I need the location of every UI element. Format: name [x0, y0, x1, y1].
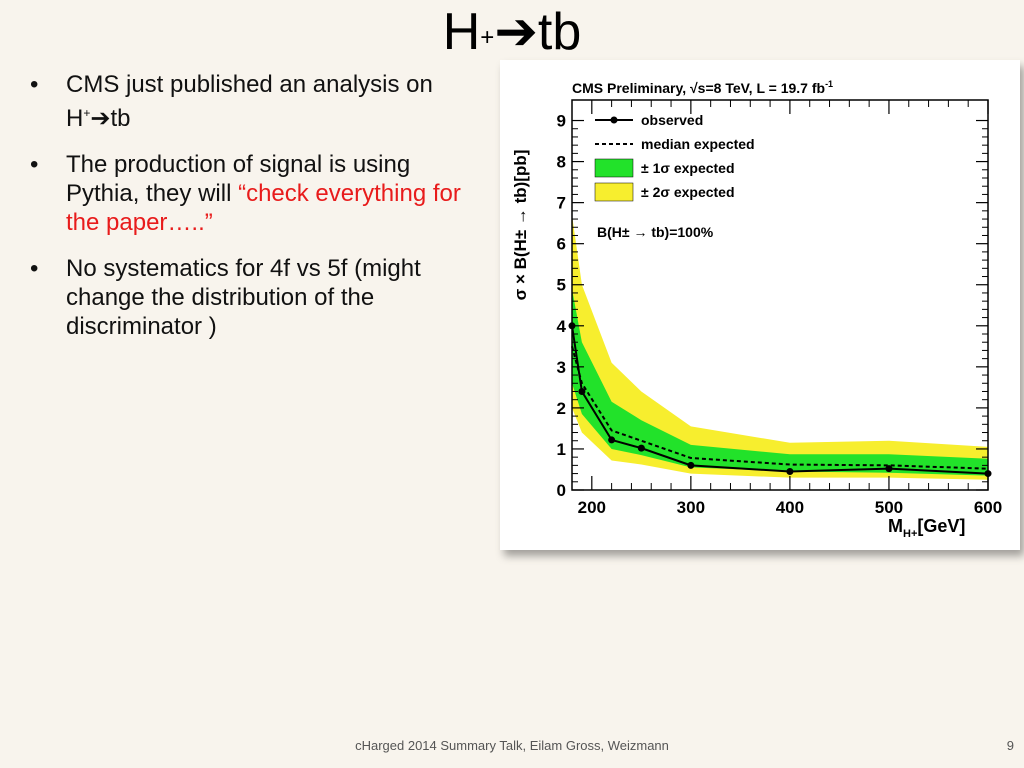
- arrow-icon: ➔: [90, 105, 111, 132]
- x-tick-label: 600: [974, 498, 1002, 517]
- arrow-icon: ➔: [494, 3, 538, 61]
- page-number: 9: [1006, 738, 1014, 753]
- x-tick-label: 500: [875, 498, 903, 517]
- x-tick-label: 200: [578, 498, 606, 517]
- y-tick-label: 3: [557, 358, 566, 377]
- bullet-item: • The production of signal is using Pythi…: [30, 151, 461, 236]
- legend-label: observed: [641, 112, 703, 128]
- highlight-quote: “check everything for the paper…..”: [66, 180, 461, 236]
- slide-title: H+➔tb: [442, 3, 582, 61]
- plot-frame: [571, 99, 989, 491]
- legend-label: ± 2σ expected: [641, 184, 735, 200]
- observed-point: [687, 461, 695, 469]
- observed-line: [571, 325, 989, 475]
- bullet-list: • CMS just published an analysis on H+➔tb…: [30, 70, 490, 358]
- x-axis-label: MH+[GeV]: [888, 516, 965, 540]
- legend-label: ± 1σ expected: [641, 160, 735, 176]
- y-tick-label: 7: [557, 194, 566, 213]
- y-tick-label: 9: [557, 112, 566, 131]
- y-axis-label: σ × B(H± → tb)[pb]: [511, 150, 530, 301]
- bullet-item: • No systematics for 4f vs 5f (might chan…: [30, 255, 421, 340]
- chart-frame: 0 1 2 3 4 5 6 7 8 9 200 300 400 500 600 observed median…: [500, 60, 1020, 550]
- expected-line: [571, 346, 989, 470]
- x-tick-label: 400: [776, 498, 804, 517]
- observed-point: [885, 465, 893, 473]
- y-tick-label: 0: [557, 481, 566, 500]
- y-tick-label: 2: [557, 399, 566, 418]
- bullet-marker: •: [30, 255, 39, 282]
- bullet-marker: •: [30, 71, 39, 98]
- chart-annotation: B(H± → tb)=100%: [597, 224, 714, 240]
- legend-band1-swatch: [594, 158, 634, 178]
- legend-observed-marker: [610, 116, 618, 124]
- y-tick-label: 8: [557, 153, 566, 172]
- band-1sigma: [572, 288, 988, 476]
- y-tick-label: 6: [557, 235, 566, 254]
- footer-text: cHarged 2014 Summary Talk, Eilam Gross, …: [355, 738, 669, 753]
- bullet-marker: •: [30, 151, 39, 178]
- chart-header: CMS Preliminary, √s=8 TeV, L = 19.7 fb-1: [572, 79, 833, 96]
- observed-point: [578, 387, 586, 395]
- band-2sigma: [572, 214, 988, 480]
- observed-point: [786, 468, 794, 476]
- legend-band2-swatch: [594, 182, 634, 202]
- observed-point: [608, 436, 616, 444]
- y-tick-label: 5: [557, 276, 566, 295]
- limit-chart: 0 1 2 3 4 5 6 7 8 9 200 300 400 500 600 observed median…: [511, 79, 1002, 540]
- legend-label: median expected: [641, 136, 755, 152]
- y-tick-label: 4: [557, 317, 567, 336]
- x-tick-label: 300: [677, 498, 705, 517]
- y-tick-label: 1: [557, 440, 566, 459]
- observed-point: [637, 444, 645, 452]
- bullet-item: • CMS just published an analysis on H+➔tb: [30, 71, 433, 132]
